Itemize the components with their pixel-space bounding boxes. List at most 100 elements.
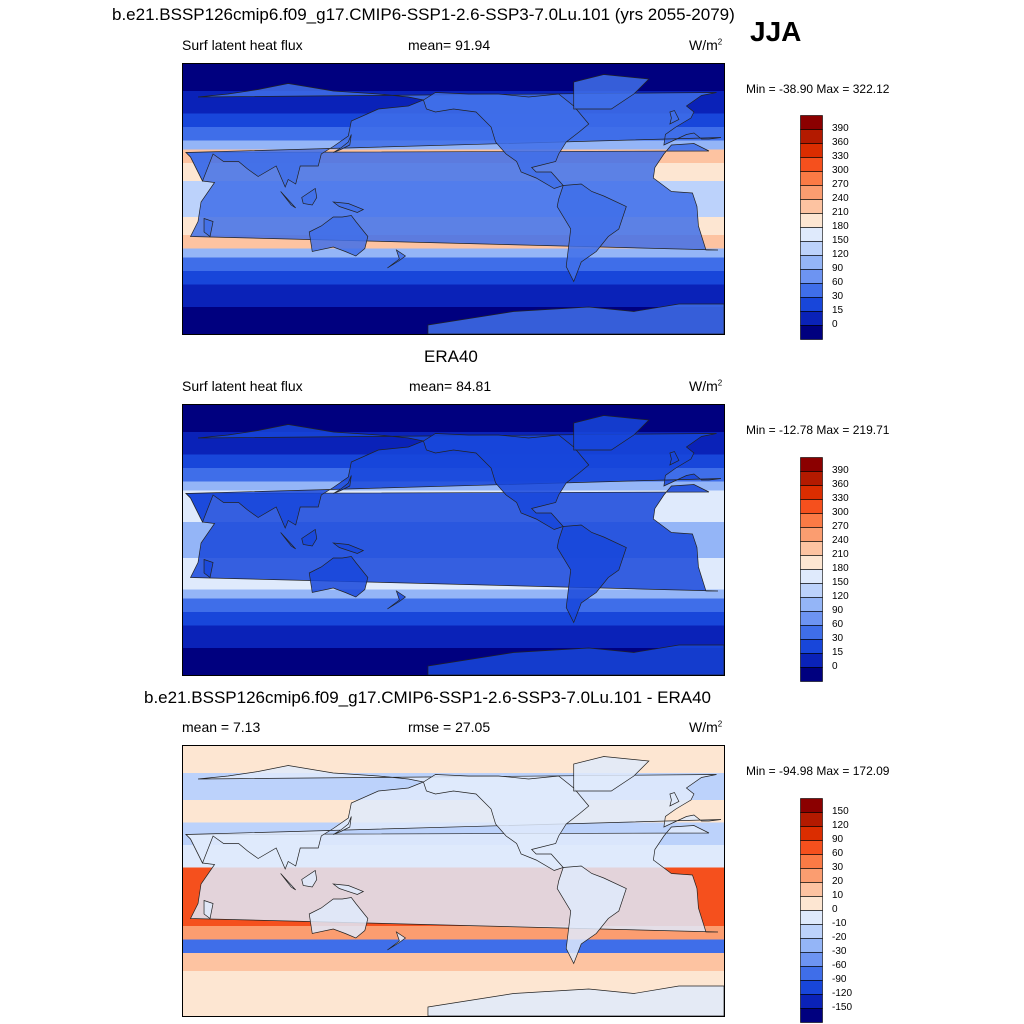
coastline (308, 897, 369, 939)
colorbar-tick-label: -60 (832, 960, 847, 971)
field-band (183, 630, 724, 636)
field-band (183, 993, 724, 999)
coastline (203, 218, 214, 238)
coastline (333, 134, 352, 153)
colorbar-box (800, 597, 823, 612)
colorbar-tick-label: 20 (832, 876, 844, 887)
field-band (183, 73, 724, 79)
colorbar-box (800, 129, 823, 144)
colorbar-box (800, 896, 823, 911)
coastline (556, 183, 627, 283)
field-band (183, 302, 724, 308)
coastline (573, 756, 650, 792)
panel3-mean: mean = 7.13 (182, 719, 261, 735)
field-band (183, 307, 724, 313)
colorbar-boxes (800, 798, 823, 1023)
coastline (280, 191, 296, 209)
coastline (203, 900, 214, 920)
colorbar-box (800, 611, 823, 626)
field-band (183, 598, 724, 604)
colorbar-tick-label: 180 (832, 221, 849, 232)
colorbar-tick-label: 390 (832, 123, 849, 134)
panel3-units: W/m2 (689, 719, 723, 735)
coastline (308, 556, 369, 598)
season-label: JJA (750, 16, 802, 47)
colorbar-box (800, 157, 823, 172)
field-band (183, 989, 724, 995)
colorbar-tick-label: 30 (832, 291, 844, 302)
field-band (183, 266, 724, 272)
field-band (183, 750, 724, 756)
map-field (183, 405, 724, 675)
field-band (183, 607, 724, 613)
field-band (183, 935, 724, 941)
colorbar-tick-label: 60 (832, 619, 844, 630)
colorbar-tick-label: 330 (832, 151, 849, 162)
colorbar-tick-label: -90 (832, 974, 847, 985)
colorbar-box (800, 639, 823, 654)
panel1-minmax: Min = -38.90 Max = 322.12 (746, 82, 890, 96)
colorbar-box (800, 199, 823, 214)
colorbar-tick-label: 60 (832, 277, 844, 288)
colorbar-tick-label: 120 (832, 249, 849, 260)
colorbar-tick-label: 0 (832, 904, 838, 915)
coastline (427, 644, 724, 675)
colorbar-tick-label: 90 (832, 263, 844, 274)
colorbar-tick-label: 210 (832, 207, 849, 218)
field-band (183, 944, 724, 950)
colorbar-tick-label: 150 (832, 577, 849, 588)
coastline (387, 931, 407, 951)
colorbar-tick-label: 30 (832, 633, 844, 644)
panel1-map (182, 63, 725, 335)
field-band (183, 86, 724, 92)
colorbar-box (800, 471, 823, 486)
colorbar-boxes (800, 115, 823, 340)
panel1-units: W/m2 (689, 37, 723, 53)
colorbar-box (800, 952, 823, 967)
coastline (427, 985, 724, 1016)
field-band (183, 768, 724, 774)
colorbar-box (800, 213, 823, 228)
colorbar-box (800, 171, 823, 186)
field-band (183, 980, 724, 986)
colorbar-tick-label: -10 (832, 918, 847, 929)
field-band (183, 82, 724, 88)
panel1-variable: Surf latent heat flux (182, 37, 303, 53)
coastline (556, 524, 627, 624)
colorbar-box (800, 283, 823, 298)
field-band (183, 759, 724, 765)
field-band (183, 77, 724, 83)
panel2-units: W/m2 (689, 378, 723, 394)
coastline (280, 873, 296, 891)
field-band (183, 746, 724, 752)
field-band (183, 486, 724, 492)
colorbar-box (800, 1008, 823, 1023)
colorbar-box (800, 653, 823, 668)
colorbar-tick-label: 90 (832, 834, 844, 845)
colorbar-tick-label: 90 (832, 605, 844, 616)
colorbar-box (800, 241, 823, 256)
colorbar-tick-label: 240 (832, 193, 849, 204)
colorbar-box (800, 826, 823, 841)
coastline (427, 303, 724, 334)
colorbar-box (800, 667, 823, 682)
colorbar-box (800, 311, 823, 326)
field-band (183, 271, 724, 277)
colorbar-tick-label: 0 (832, 661, 838, 672)
colorbar-box (800, 938, 823, 953)
field-band (183, 280, 724, 286)
colorbar-box (800, 513, 823, 528)
panel3-title: b.e21.BSSP126cmip6.f09_g17.CMIP6-SSP1-2.… (144, 688, 712, 707)
field-band (183, 764, 724, 770)
field-band (183, 423, 724, 429)
field-band (183, 284, 724, 290)
colorbar-tick-label: 270 (832, 521, 849, 532)
colorbar-box (800, 924, 823, 939)
panel3-minmax: Min = -94.98 Max = 172.09 (746, 764, 890, 778)
field-band (183, 405, 724, 411)
coastline (423, 774, 590, 871)
coastline (387, 249, 407, 269)
colorbar-tick-label: 270 (832, 179, 849, 190)
field-band (183, 634, 724, 640)
colorbar-box (800, 527, 823, 542)
